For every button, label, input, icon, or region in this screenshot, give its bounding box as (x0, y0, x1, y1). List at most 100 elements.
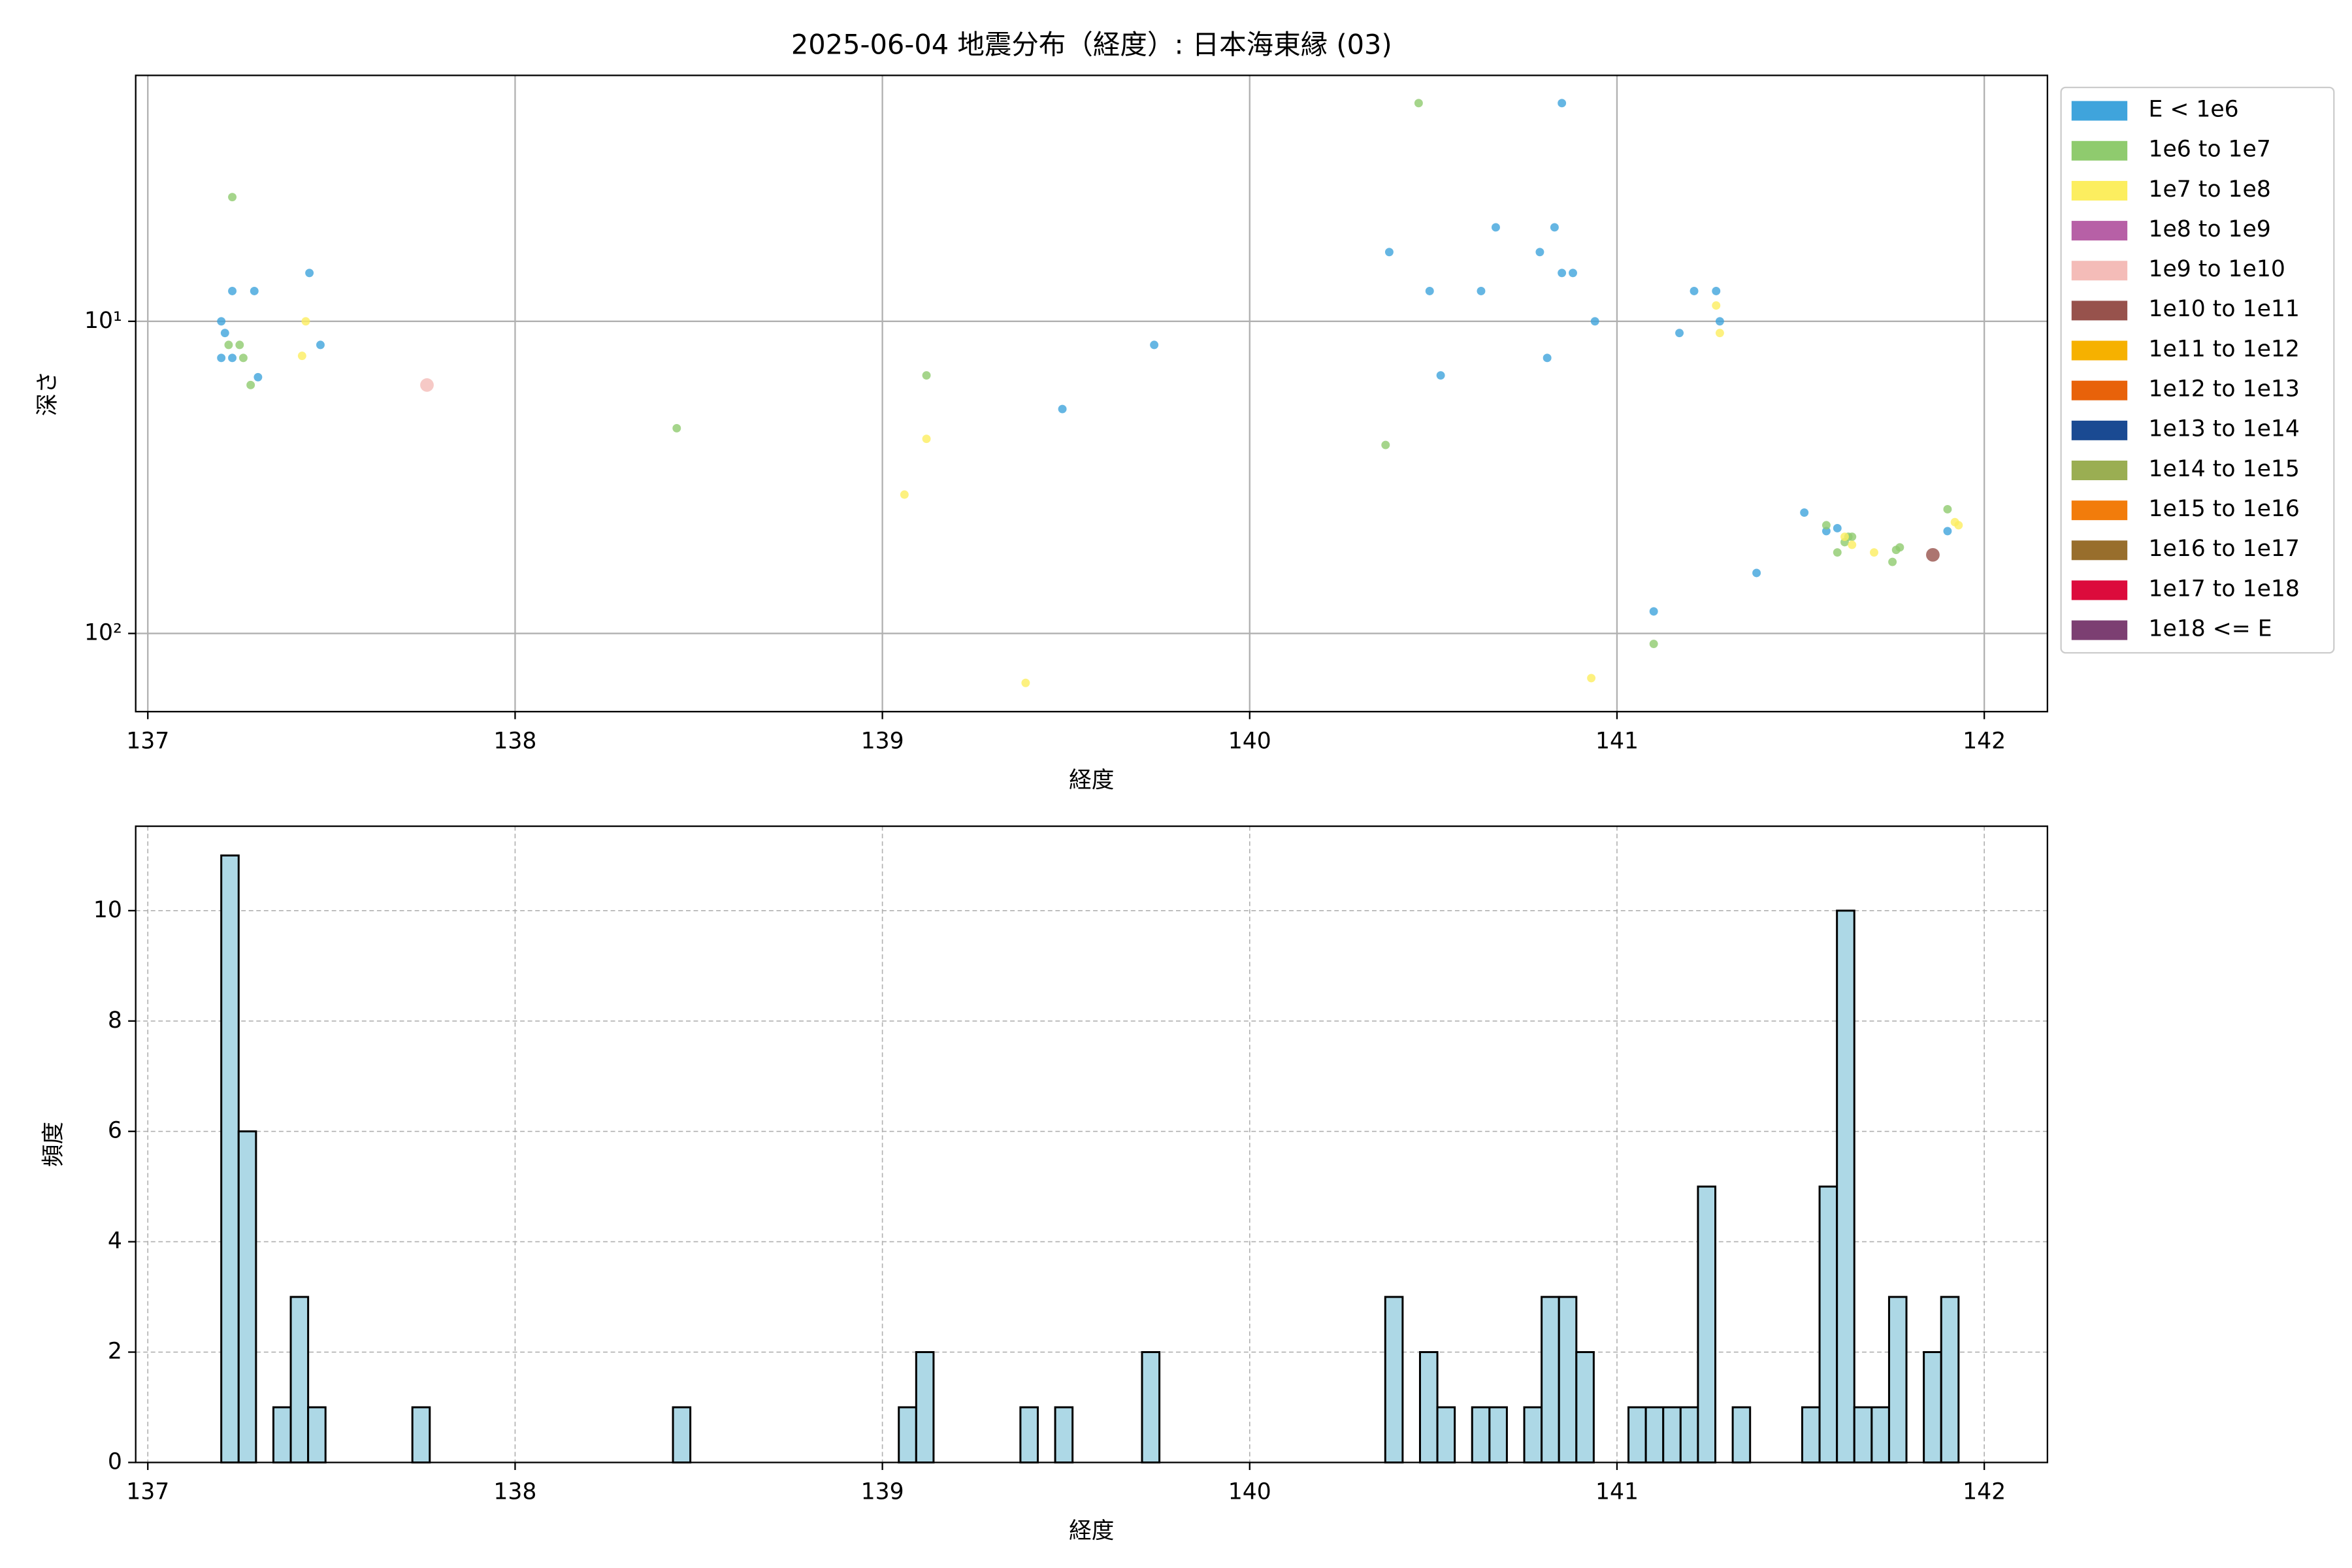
scatter-point (1888, 557, 1897, 566)
legend-label: 1e9 to 1e10 (2148, 256, 2285, 282)
histogram-bar (1662, 1406, 1682, 1463)
y-tick-label: 8 (108, 1007, 122, 1034)
scatter-point (217, 317, 226, 326)
histogram-bar (1644, 1406, 1665, 1463)
x-axis-label: 経度 (1069, 1518, 1114, 1544)
histogram-bar (1019, 1406, 1039, 1463)
scatter-point (672, 423, 681, 433)
scatter-point (316, 340, 325, 350)
scatter-point (1833, 548, 1842, 557)
legend-swatch (2071, 500, 2128, 521)
scatter-point (305, 269, 314, 278)
scatter-point (1821, 527, 1831, 536)
y-tick-label: 10¹ (84, 308, 122, 334)
x-tick-label: 142 (1963, 1479, 2006, 1505)
legend-swatch (2071, 340, 2128, 361)
scatter-point (1436, 371, 1445, 380)
scatter-point (1943, 504, 1952, 514)
legend-label: 1e15 to 1e16 (2148, 496, 2299, 522)
scatter-point (1590, 317, 1599, 326)
histogram-bar (1541, 1296, 1560, 1463)
scatter-point (1414, 99, 1423, 108)
histogram-bar (1836, 909, 1855, 1463)
histogram-bar (1054, 1406, 1074, 1463)
y-tick-label: 10 (93, 897, 122, 923)
histogram-bar (237, 1130, 257, 1463)
scatter-point (922, 434, 931, 444)
scatter-point (1821, 521, 1831, 530)
scatter-point (1150, 340, 1159, 350)
scatter-point (1381, 440, 1390, 449)
histogram-bar (1870, 1406, 1890, 1463)
legend-swatch (2071, 140, 2128, 161)
scatter-point (1535, 248, 1544, 257)
scatter-point (1558, 269, 1567, 278)
scatter-point (900, 490, 909, 499)
legend-label: 1e13 to 1e14 (2148, 416, 2299, 442)
legend-swatch (2071, 101, 2128, 121)
histogram-bar (898, 1406, 917, 1463)
histogram-bar (672, 1406, 692, 1463)
histogram-bar (1488, 1406, 1508, 1463)
scatter-point (1954, 521, 1963, 530)
y-tick-label: 4 (108, 1228, 122, 1254)
histogram-bar (1853, 1406, 1873, 1463)
legend-label: 1e10 to 1e11 (2148, 296, 2299, 322)
histogram-bar (411, 1406, 431, 1463)
scatter-point (246, 380, 255, 389)
histogram-bar (1887, 1296, 1908, 1463)
x-tick-label: 140 (1228, 1479, 1271, 1505)
scatter-point (1587, 674, 1596, 683)
legend-label: 1e11 to 1e12 (2148, 336, 2299, 362)
y-tick-label: 2 (108, 1339, 122, 1365)
histogram-bar (307, 1406, 327, 1463)
histogram-bar (1923, 1351, 1942, 1463)
legend-swatch (2071, 461, 2128, 480)
scatter-point (1425, 287, 1434, 295)
scatter-point (1848, 540, 1857, 549)
scatter-point (1715, 329, 1724, 338)
scatter-point (220, 329, 229, 338)
scatter-point (297, 351, 306, 361)
x-tick-label: 139 (861, 1479, 904, 1505)
x-tick-label: 140 (1228, 728, 1271, 754)
chart-title: 2025-06-04 地震分布（経度）: 日本海東縁 (03) (791, 29, 1392, 61)
scatter-point (224, 340, 233, 350)
histogram-bar (1418, 1351, 1439, 1463)
histogram-bar (1141, 1351, 1161, 1463)
histogram-bar (1436, 1406, 1456, 1463)
scatter-point (228, 287, 237, 295)
y-axis-label: 深さ (35, 371, 61, 416)
scatter-point (1752, 568, 1761, 578)
x-tick-label: 138 (493, 1479, 536, 1505)
legend-swatch (2071, 261, 2128, 281)
scatter-point (1569, 269, 1577, 278)
y-axis-label: 頻度 (41, 1122, 67, 1167)
histogram-bar (1731, 1406, 1752, 1463)
x-tick-label: 139 (861, 728, 904, 754)
histogram-bar (1575, 1351, 1595, 1463)
legend-swatch (2071, 380, 2128, 400)
plot-frame (135, 74, 2048, 713)
scatter-point (1477, 287, 1486, 295)
scatter-point (1926, 547, 1940, 562)
legend-swatch (2071, 580, 2128, 600)
histogram-bar (1523, 1406, 1543, 1463)
legend-label: E < 1e6 (2148, 96, 2238, 122)
scatter-point (1870, 548, 1878, 557)
legend-swatch (2071, 180, 2128, 201)
x-tick-label: 137 (126, 728, 169, 754)
scatter-point (1712, 301, 1721, 310)
scatter-point (1649, 640, 1658, 649)
scatter-point (1491, 223, 1500, 232)
histogram-bar (1384, 1296, 1404, 1463)
legend-swatch (2071, 221, 2128, 241)
scatter-point (1848, 532, 1857, 542)
scatter-point (1558, 99, 1567, 108)
scatter-point (1058, 404, 1067, 414)
scatter-point (217, 353, 226, 363)
legend-frame (2060, 86, 2335, 654)
legend-label: 1e7 to 1e8 (2148, 176, 2270, 203)
scatter-point (420, 378, 434, 392)
